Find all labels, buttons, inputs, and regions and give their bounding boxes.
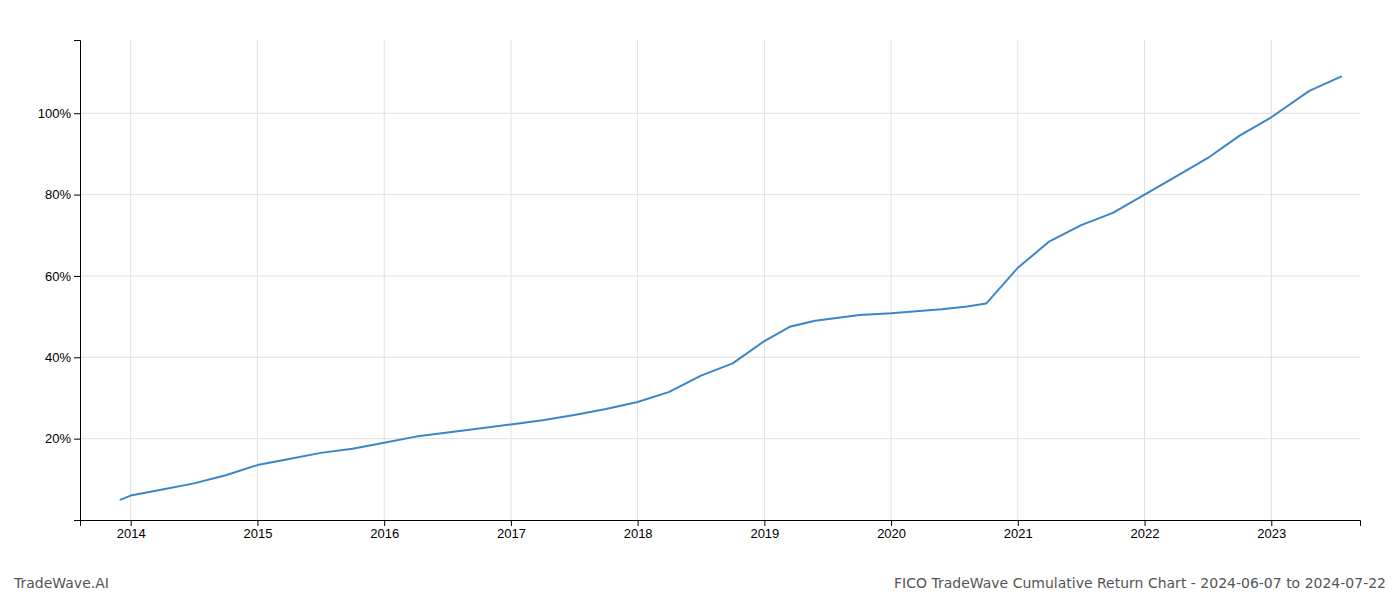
x-tick-label: 2021 xyxy=(1004,526,1033,541)
y-tick-mark xyxy=(74,357,80,358)
x-tick-label: 2014 xyxy=(117,526,146,541)
title: FICO TradeWave Cumulative Return Chart -… xyxy=(894,575,1386,591)
y-tick-mark xyxy=(74,439,80,440)
grid-line-y xyxy=(80,194,1360,195)
grid-line-x xyxy=(637,40,638,520)
y-tick-mark xyxy=(74,276,80,277)
grid-line-y xyxy=(80,438,1360,439)
y-tick: 40% xyxy=(45,350,80,365)
grid-line-x xyxy=(1271,40,1272,520)
marks xyxy=(121,77,1341,500)
x-tick: 2015 xyxy=(243,520,272,541)
x-tick: 2019 xyxy=(750,520,779,541)
grid-line-x xyxy=(764,40,765,520)
watermark: TradeWave.AI xyxy=(13,575,109,591)
y-tick: 20% xyxy=(45,431,80,446)
x-tick-label: 2019 xyxy=(750,526,779,541)
x-tick-label: 2016 xyxy=(370,526,399,541)
x-tick: 2017 xyxy=(497,520,526,541)
x-tick-label: 2022 xyxy=(1131,526,1160,541)
grid-line-x xyxy=(257,40,258,520)
y-tick: 60% xyxy=(45,269,80,284)
grid-line-y xyxy=(80,357,1360,358)
grid-line-x xyxy=(510,40,511,520)
y-tick: 100% xyxy=(38,106,80,121)
y-tick-label: 100% xyxy=(38,106,72,121)
x-tick-mark xyxy=(891,520,892,526)
x-tick: 2020 xyxy=(877,520,906,541)
x-tick: 2021 xyxy=(1004,520,1033,541)
x-tick: 2022 xyxy=(1131,520,1160,541)
x-tick-label: 2017 xyxy=(497,526,526,541)
y-axis-line xyxy=(74,41,81,521)
y-tick: 80% xyxy=(45,187,80,202)
x-tick-label: 2020 xyxy=(877,526,906,541)
x-tick-mark xyxy=(1271,520,1272,526)
x-tick-label: 2018 xyxy=(624,526,653,541)
grid-line-y xyxy=(80,113,1360,114)
y-tick-label: 40% xyxy=(45,350,71,365)
grid-line-x xyxy=(130,40,131,520)
y-tick-label: 20% xyxy=(45,431,71,446)
grid-line-y xyxy=(80,275,1360,276)
x-tick-mark xyxy=(1018,520,1019,526)
x-tick-label: 2015 xyxy=(243,526,272,541)
y-axis: 20% 40% 60% 80% 100% xyxy=(38,41,81,521)
x-axis-line xyxy=(81,521,1361,527)
x-tick-mark xyxy=(511,520,512,526)
x-tick-mark xyxy=(1145,520,1146,526)
plot: 2014 2015 2016 2017 2018 2019 2020 2021 2022 2023… xyxy=(38,40,1361,541)
x-tick: 2018 xyxy=(624,520,653,541)
grid-line-x xyxy=(1017,40,1018,520)
x-tick-mark xyxy=(764,520,765,526)
x-tick: 2014 xyxy=(117,520,146,541)
y-tick-label: 60% xyxy=(45,269,71,284)
y-tick-mark xyxy=(74,195,80,196)
x-tick-mark xyxy=(638,520,639,526)
grid-line-x xyxy=(1144,40,1145,520)
y-tick-label: 80% xyxy=(45,187,71,202)
x-tick-label: 2023 xyxy=(1257,526,1286,541)
x-tick-mark xyxy=(384,520,385,526)
x-axis: 2014 2015 2016 2017 2018 2019 2020 2021 2022 2023 xyxy=(81,520,1361,541)
x-tick-mark xyxy=(257,520,258,526)
grid-line-x xyxy=(891,40,892,520)
grid-line-x xyxy=(384,40,385,520)
line xyxy=(121,77,1341,500)
grid xyxy=(80,40,1360,520)
x-tick-mark xyxy=(131,520,132,526)
y-tick-mark xyxy=(74,113,80,114)
x-tick: 2016 xyxy=(370,520,399,541)
x-tick: 2023 xyxy=(1257,520,1286,541)
chart: 2014 2015 2016 2017 2018 2019 2020 2021 2022 2023… xyxy=(0,0,1400,600)
